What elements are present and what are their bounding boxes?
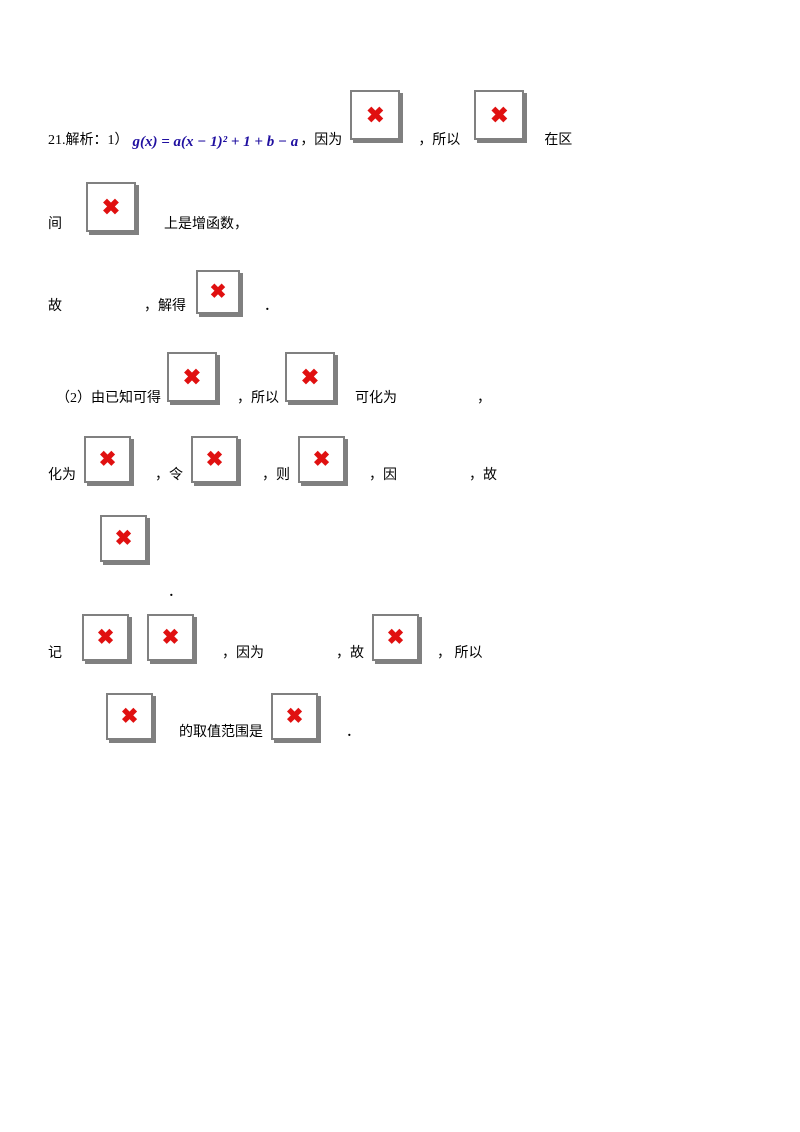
broken-image-icon: ✖ <box>147 614 194 661</box>
text-yinwei: ，因为 <box>300 130 342 158</box>
line-8: ✖ 的取值范围是 ✖ ． <box>106 693 752 750</box>
broken-image-icon: ✖ <box>191 436 238 483</box>
line-5: 化为 ✖ ，令 ✖ ，则 ✖ ，因 ，故 <box>48 436 752 493</box>
line-6b: ． <box>168 582 752 604</box>
broken-image-icon: ✖ <box>106 693 153 740</box>
text-ze: ，则 <box>262 465 290 493</box>
text-jiexi: 解析：1） <box>66 130 129 158</box>
text-period-2: ． <box>168 582 182 604</box>
line-7: 记 ✖ ✖ ，因为 ，故 ✖ ， 所以 <box>48 614 752 671</box>
text-huawei: 化为 <box>48 465 76 493</box>
text-gu-1: 故 <box>48 296 62 324</box>
text-shangshi: 上是增函数， <box>164 214 248 242</box>
broken-image-icon: ✖ <box>298 436 345 483</box>
text-kehuawei: 可化为 <box>355 388 397 416</box>
line-3: 故 ，解得 ✖ ． <box>48 270 752 324</box>
broken-image-icon: ✖ <box>167 352 217 402</box>
text-yin: ，因 <box>369 465 397 493</box>
text-quzhi: 的取值范围是 <box>179 722 263 750</box>
broken-image-icon: ✖ <box>82 614 129 661</box>
text-jian: 间 <box>48 214 62 242</box>
text-period-3: ． <box>346 722 360 750</box>
broken-image-icon: ✖ <box>100 515 147 562</box>
text-gu-3: ，故 <box>336 643 364 671</box>
text-gu-2: ，故 <box>469 465 497 493</box>
text-jiede: ，解得 <box>144 296 186 324</box>
broken-image-icon: ✖ <box>474 90 524 140</box>
line-4: （2）由已知可得 ✖ ，所以 ✖ 可化为 ， <box>56 352 752 416</box>
broken-image-icon: ✖ <box>271 693 318 740</box>
broken-image-icon: ✖ <box>372 614 419 661</box>
text-suoyi-1: ，所以 <box>418 130 460 158</box>
formula-gx: g(x) = a(x − 1)² + 1 + b − a <box>133 130 299 158</box>
text-suoyi-3: ， 所以 <box>437 643 483 671</box>
text-comma-1: ， <box>477 388 491 416</box>
text-suoyi-2: ，所以 <box>237 388 279 416</box>
broken-image-icon: ✖ <box>350 90 400 140</box>
broken-image-icon: ✖ <box>86 182 136 232</box>
line-2: 间 ✖ 上是增函数， <box>48 182 752 242</box>
text-part2: （2）由已知可得 <box>56 388 161 416</box>
problem-number: 21. <box>48 130 66 158</box>
text-ling: ，令 <box>155 465 183 493</box>
document-content: 21. 解析：1） g(x) = a(x − 1)² + 1 + b − a ，… <box>48 90 752 750</box>
broken-image-icon: ✖ <box>196 270 240 314</box>
line-1: 21. 解析：1） g(x) = a(x − 1)² + 1 + b − a ，… <box>48 90 752 158</box>
broken-image-icon: ✖ <box>285 352 335 402</box>
text-ji: 记 <box>48 643 62 671</box>
text-yinwei-2: ，因为 <box>222 643 264 671</box>
text-period-1: ． <box>264 296 278 324</box>
line-6: ✖ <box>100 515 752 570</box>
text-zaiqu: 在区 <box>544 130 572 158</box>
broken-image-icon: ✖ <box>84 436 131 483</box>
